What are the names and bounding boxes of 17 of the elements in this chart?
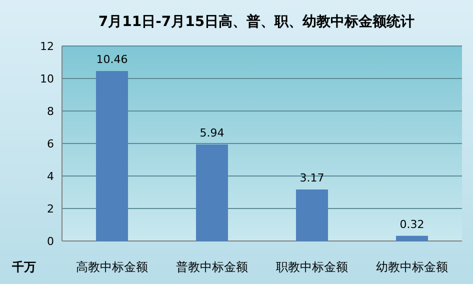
ytick: 4 — [47, 170, 54, 183]
xtick: 职教中标金额 — [276, 260, 348, 274]
data-label: 0.32 — [400, 218, 424, 231]
ylabel: 千万 — [12, 260, 36, 274]
data-label: 5.94 — [200, 126, 224, 140]
ytick: 8 — [47, 105, 54, 118]
data-label: 3.17 — [300, 172, 324, 184]
ytick: 2 — [47, 202, 54, 216]
xtick: 高教中标金额 — [76, 260, 148, 274]
title: 7月11日-7月15日高、普、职、幼教中标金额统计 — [98, 14, 415, 30]
ytick: 12 — [40, 40, 54, 53]
data-label: 10.46 — [96, 53, 128, 66]
xtick: 幼教中标金额 — [376, 260, 448, 274]
ytick: 10 — [40, 72, 54, 86]
ytick: 6 — [47, 138, 54, 150]
xtick: 普教中标金额 — [176, 260, 248, 274]
ytick: 0 — [47, 235, 54, 248]
